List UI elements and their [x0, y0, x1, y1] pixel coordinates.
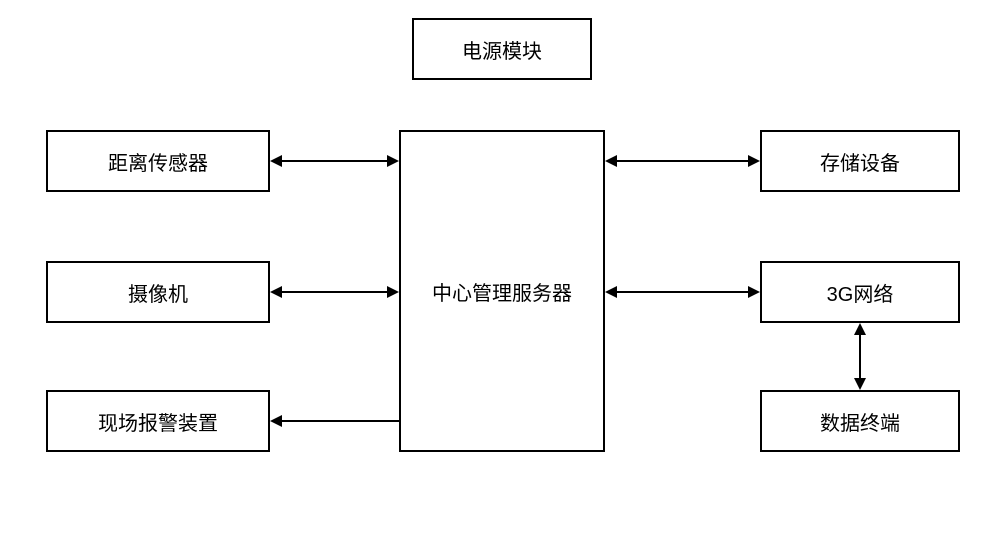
- network-box: 3G网络: [760, 261, 960, 323]
- arrowhead-icon: [387, 286, 399, 298]
- arrowhead-icon: [748, 155, 760, 167]
- arrowhead-icon: [605, 286, 617, 298]
- power-module-label: 电源模块: [462, 35, 542, 64]
- arrowhead-icon: [387, 155, 399, 167]
- power-module-box: 电源模块: [412, 18, 592, 80]
- edge-sensor-center: [282, 160, 387, 162]
- edge-center-alarm: [282, 420, 399, 422]
- terminal-box: 数据终端: [760, 390, 960, 452]
- distance-sensor-box: 距离传感器: [46, 130, 270, 192]
- terminal-label: 数据终端: [820, 407, 900, 436]
- distance-sensor-label: 距离传感器: [108, 147, 208, 176]
- center-server-box: 中心管理服务器: [399, 130, 605, 452]
- edge-center-network: [617, 291, 748, 293]
- edge-network-terminal: [859, 335, 861, 378]
- arrowhead-icon: [270, 286, 282, 298]
- edge-camera-center: [282, 291, 387, 293]
- arrowhead-icon: [270, 155, 282, 167]
- center-server-label: 中心管理服务器: [432, 277, 572, 306]
- arrowhead-icon: [854, 378, 866, 390]
- storage-label: 存储设备: [820, 147, 900, 176]
- alarm-box: 现场报警装置: [46, 390, 270, 452]
- arrowhead-icon: [270, 415, 282, 427]
- alarm-label: 现场报警装置: [98, 407, 218, 436]
- camera-box: 摄像机: [46, 261, 270, 323]
- edge-center-storage: [617, 160, 748, 162]
- storage-box: 存储设备: [760, 130, 960, 192]
- arrowhead-icon: [854, 323, 866, 335]
- arrowhead-icon: [748, 286, 760, 298]
- camera-label: 摄像机: [128, 278, 188, 307]
- network-label: 3G网络: [827, 278, 894, 307]
- arrowhead-icon: [605, 155, 617, 167]
